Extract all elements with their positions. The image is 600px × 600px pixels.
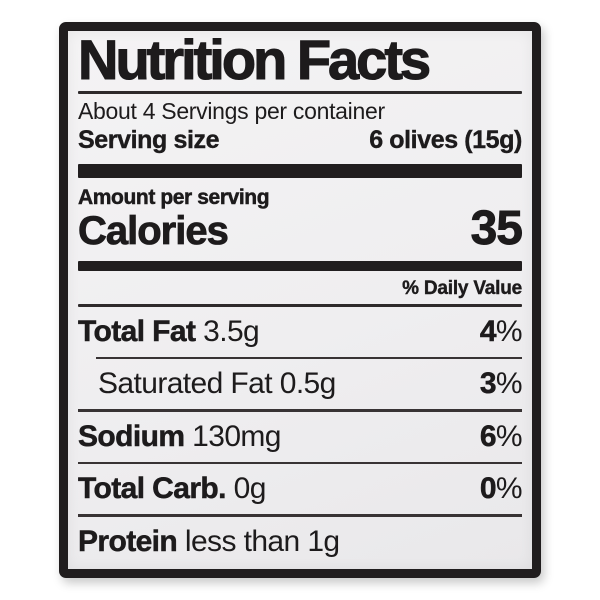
nutrient-row-total-fat: Total Fat 3.5g 4% (78, 307, 523, 357)
row-divider (78, 461, 522, 464)
nutrient-row-saturated-fat: Saturated Fat 0.5g 3% (78, 359, 523, 409)
calories-value: 35 (470, 202, 523, 255)
dv-number: 0 (479, 472, 497, 506)
label-title: Nutrition Facts (77, 28, 431, 91)
nutrient-name: Saturated Fat (98, 367, 273, 400)
nutrient-name: Sodium (78, 419, 186, 453)
nutrient-amount: less than 1g (184, 524, 340, 558)
nutrient-name: Total Carb. (78, 472, 227, 506)
calories-row: Calories 35 (78, 202, 524, 255)
row-divider (96, 356, 522, 359)
amount-per-serving-label: Amount per serving (78, 186, 270, 209)
nutrient-name-amount: Protein less than 1g (78, 524, 340, 559)
nutrient-daily-value: 6% (479, 419, 523, 454)
serving-size-label: Serving size (78, 126, 220, 154)
nutrient-name-amount: Saturated Fat 0.5g (98, 367, 336, 401)
nutrient-amount: 130mg (192, 419, 281, 453)
nutrient-name-amount: Total Fat 3.5g (78, 314, 260, 349)
thick-separator-bar (78, 164, 522, 178)
dv-number: 6 (479, 419, 497, 453)
nutrient-row-sodium: Sodium 130mg 6% (78, 412, 523, 462)
daily-value-header: % Daily Value (402, 278, 523, 299)
nutrient-name: Total Fat (78, 314, 196, 348)
calories-label: Calories (78, 209, 230, 253)
serving-size-row: Serving size 6 olives (15g) (78, 126, 523, 154)
nutrient-amount: 0g (233, 472, 267, 505)
nutrient-name: Protein (78, 524, 178, 558)
nutrient-row-total-carb: Total Carb. 0g 0% (78, 464, 523, 514)
dv-percent-sign: % (495, 419, 523, 453)
nutrient-row-protein: Protein less than 1g (78, 517, 522, 567)
serving-size-value: 6 olives (15g) (369, 126, 523, 154)
nutrient-daily-value: 4% (479, 314, 523, 349)
row-divider (78, 514, 522, 517)
nutrition-facts-label: Nutrition Facts About 4 Servings per con… (59, 22, 541, 578)
nutrient-daily-value: 0% (479, 472, 523, 506)
medium-separator-bar (78, 261, 522, 271)
dv-number: 4 (479, 314, 497, 348)
title-divider (78, 91, 522, 94)
daily-value-divider (78, 304, 522, 307)
servings-per-container: About 4 Servings per container (78, 98, 385, 124)
nutrient-daily-value: 3% (479, 367, 523, 401)
dv-percent-sign: % (495, 367, 523, 400)
nutrient-amount: 3.5g (203, 314, 260, 348)
row-divider (78, 409, 522, 412)
dv-percent-sign: % (495, 314, 523, 348)
dv-percent-sign: % (495, 472, 523, 505)
dv-number: 3 (479, 367, 497, 401)
nutrient-name-amount: Sodium 130mg (78, 419, 282, 454)
nutrient-name-amount: Total Carb. 0g (78, 472, 267, 506)
nutrient-amount: 0.5g (279, 367, 337, 400)
